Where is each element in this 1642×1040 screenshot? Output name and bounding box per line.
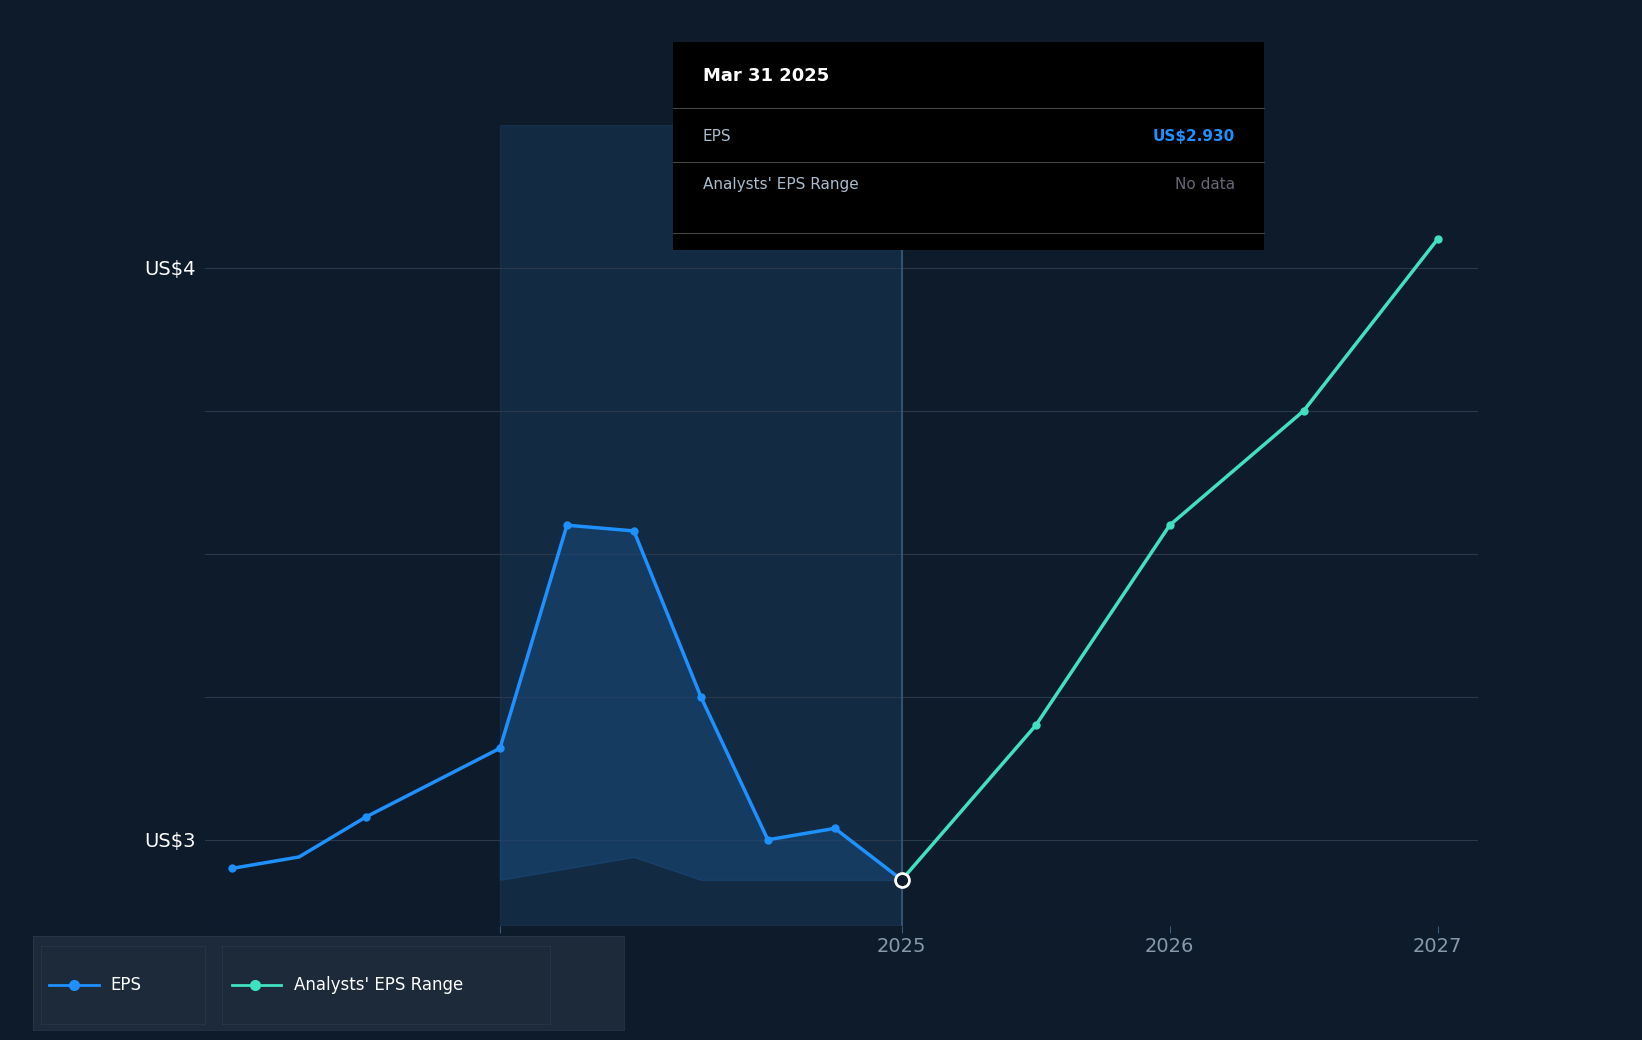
Bar — [499, 125, 901, 926]
Text: No data: No data — [1174, 177, 1235, 191]
Text: Actual: Actual — [824, 193, 888, 211]
Text: Analysts' EPS Range: Analysts' EPS Range — [294, 977, 463, 994]
Text: Analysts' EPS Range: Analysts' EPS Range — [703, 177, 859, 191]
Text: US$2.930: US$2.930 — [1153, 129, 1235, 144]
Text: Mar 31 2025: Mar 31 2025 — [703, 67, 829, 84]
Text: Analysts Forecasts: Analysts Forecasts — [915, 193, 1084, 211]
Text: EPS: EPS — [110, 977, 141, 994]
Text: EPS: EPS — [703, 129, 731, 144]
